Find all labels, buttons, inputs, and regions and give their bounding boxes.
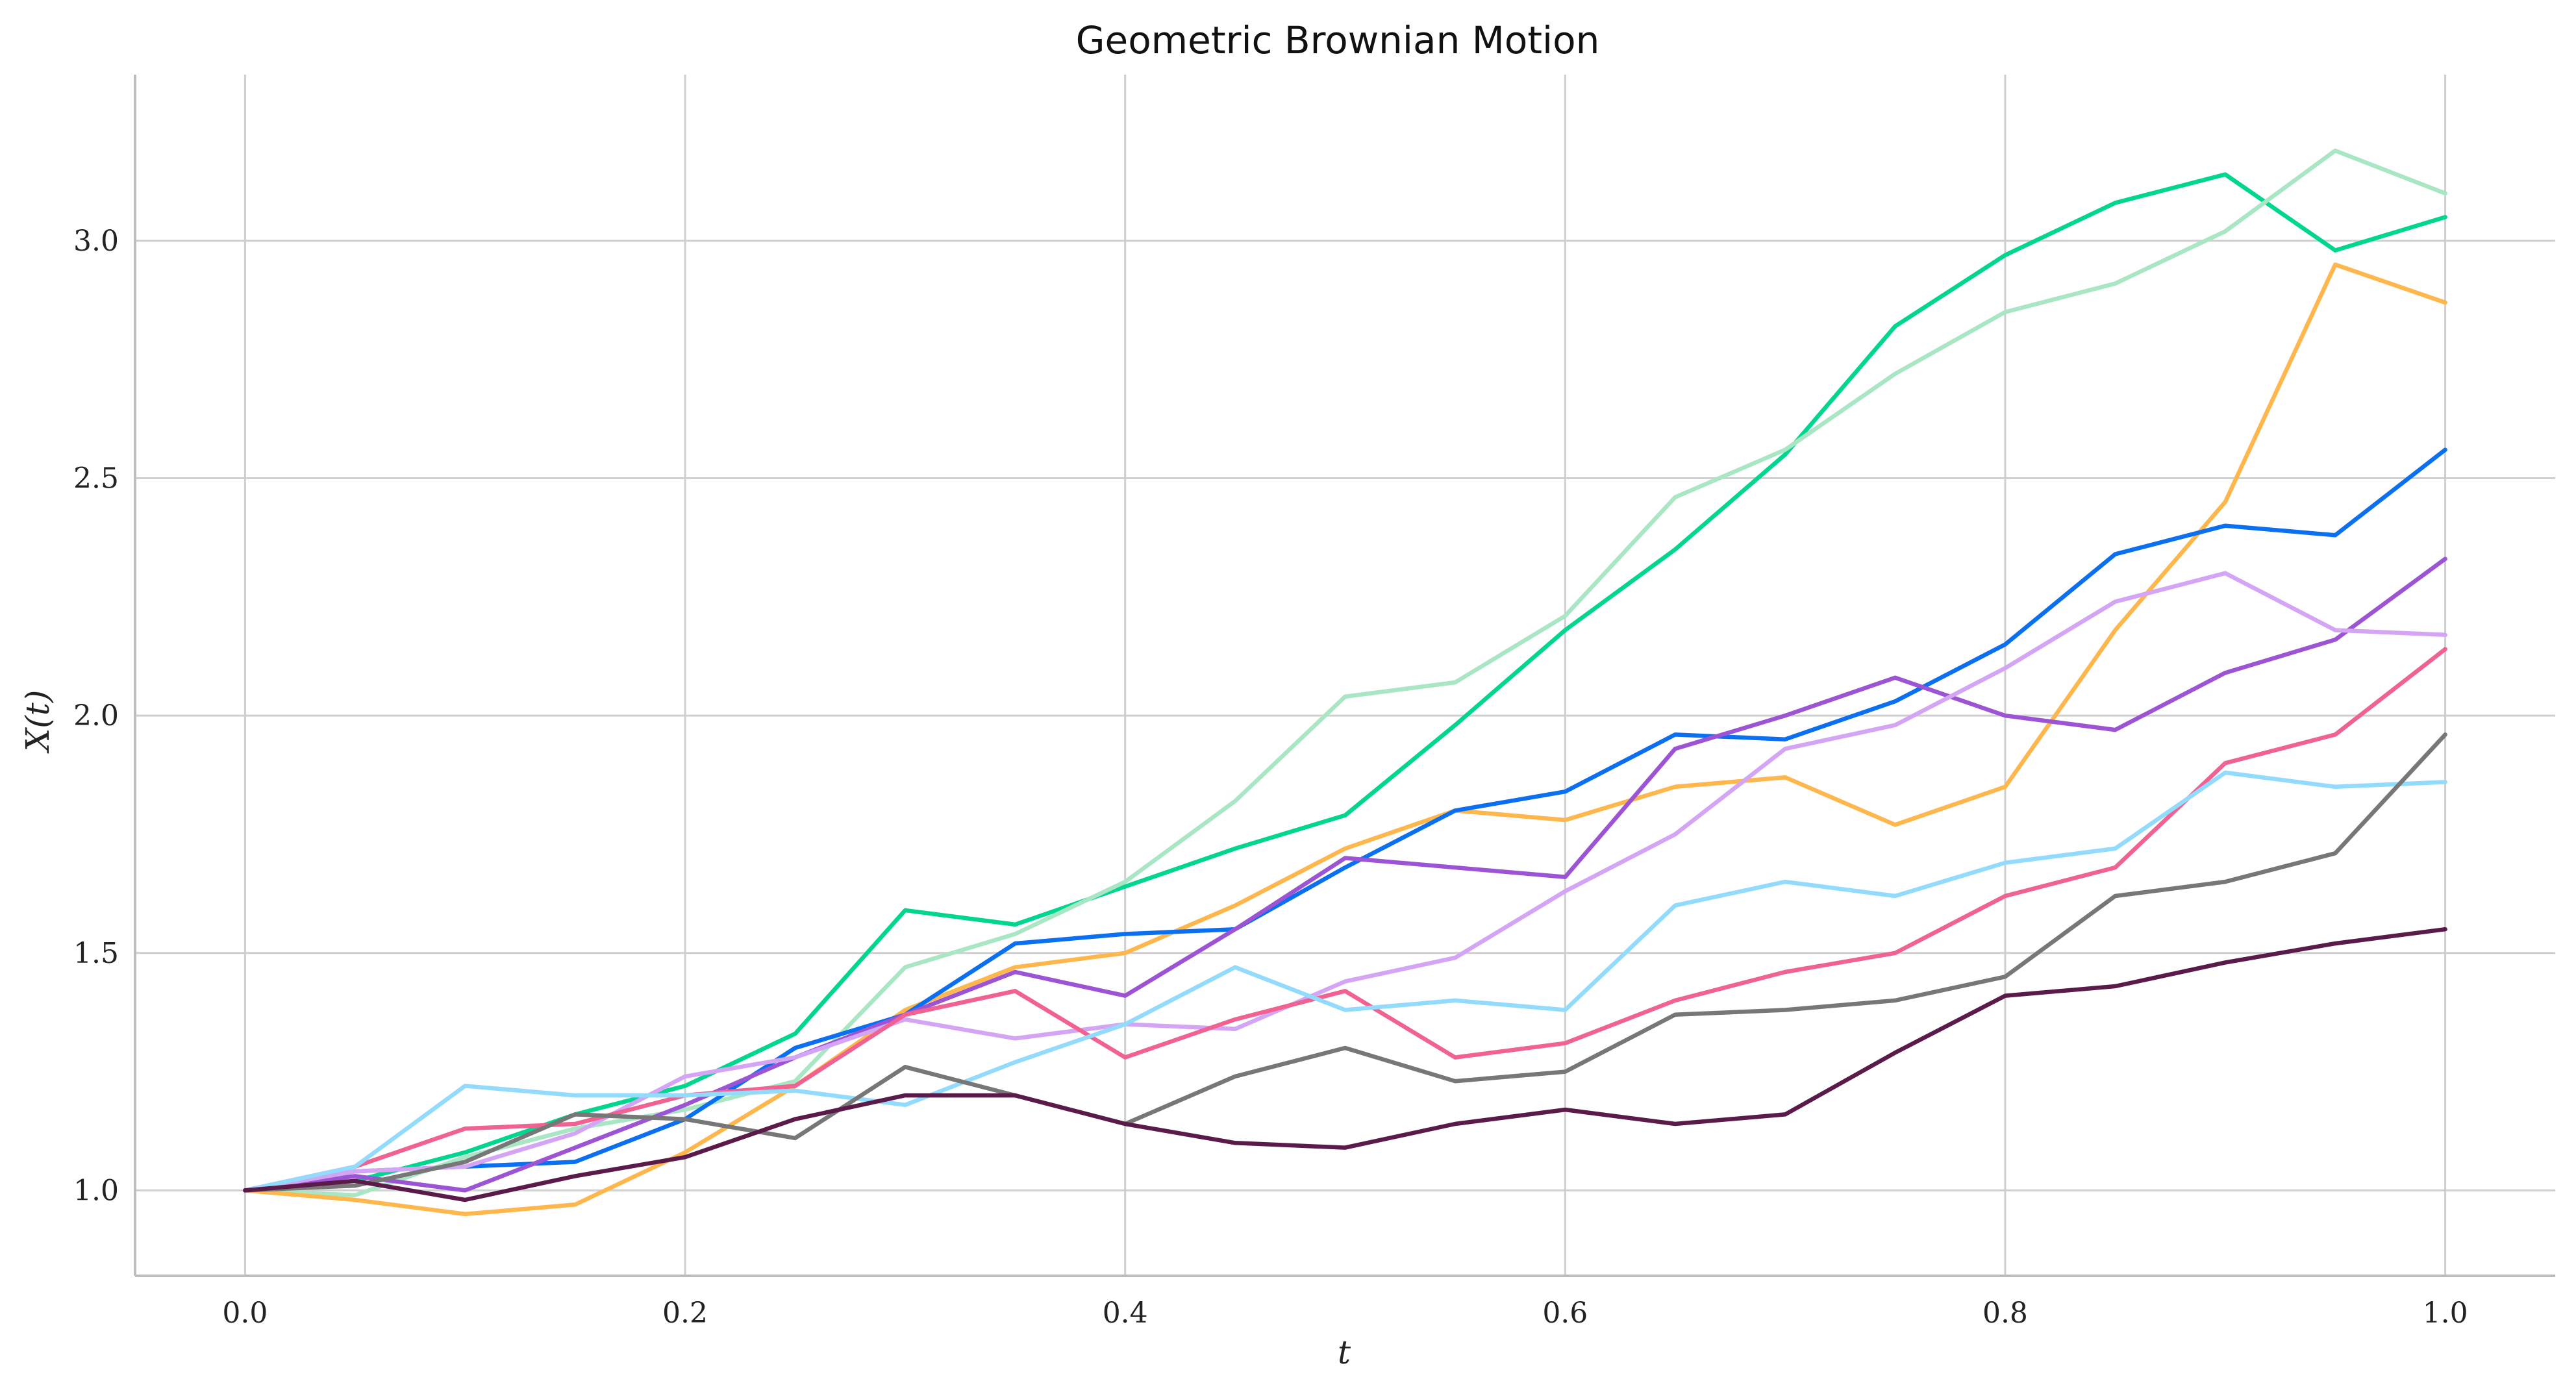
grid-lines [135, 75, 2555, 1276]
series-line-4 [243, 447, 2447, 1193]
x-tick-label: 1.0 [2423, 1297, 2468, 1330]
y-axis-label: X(t) [19, 690, 56, 754]
x-tick-label: 0.0 [222, 1297, 268, 1330]
series-line-1 [243, 172, 2447, 1193]
x-tick-label: 0.6 [1542, 1297, 1588, 1330]
axes [134, 75, 2555, 1277]
series-line-5 [243, 556, 2447, 1193]
y-tick-label: 2.0 [73, 699, 119, 732]
y-tick-label: 1.5 [73, 937, 119, 970]
series-line-2 [243, 148, 2447, 1197]
x-axis-label: t [1338, 1334, 1351, 1371]
y-tick-label: 1.0 [73, 1174, 119, 1207]
series-line-8 [243, 770, 2447, 1193]
x-tick-label: 0.4 [1103, 1297, 1148, 1330]
series-lines [243, 148, 2447, 1217]
series-line-10 [243, 927, 2447, 1202]
series-line-9 [243, 732, 2447, 1193]
series-line-3 [243, 262, 2447, 1217]
chart-title: Geometric Brownian Motion [1076, 18, 1600, 62]
y-tick-label: 3.0 [73, 225, 119, 258]
series-line-6 [243, 571, 2447, 1193]
tick-labels: 0.0 0.2 0.4 0.6 0.8 1.0 1.0 1.5 2.0 2.5 3.0 [73, 225, 2468, 1330]
y-tick-label: 2.5 [73, 462, 119, 495]
x-tick-label: 0.8 [1982, 1297, 2028, 1330]
x-tick-label: 0.2 [662, 1297, 708, 1330]
